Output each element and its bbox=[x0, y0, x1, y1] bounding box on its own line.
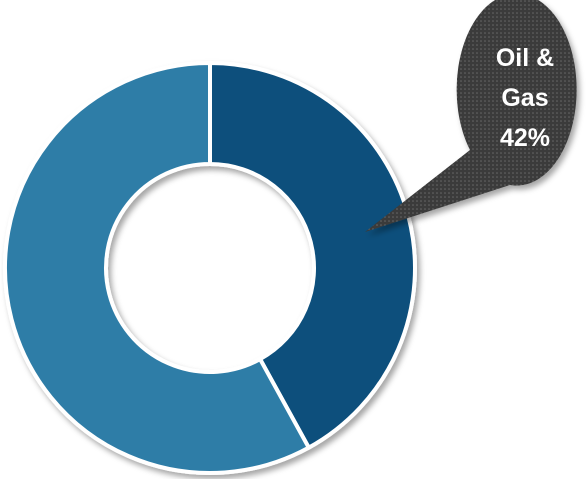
donut-segment bbox=[208, 60, 417, 451]
callout-bubble bbox=[365, 0, 577, 232]
donut-segment bbox=[3, 60, 312, 475]
callout-label: Oil & Gas 42% bbox=[475, 38, 575, 158]
value-label: 42% bbox=[499, 124, 551, 152]
category-label: Oil & Gas bbox=[495, 44, 555, 112]
